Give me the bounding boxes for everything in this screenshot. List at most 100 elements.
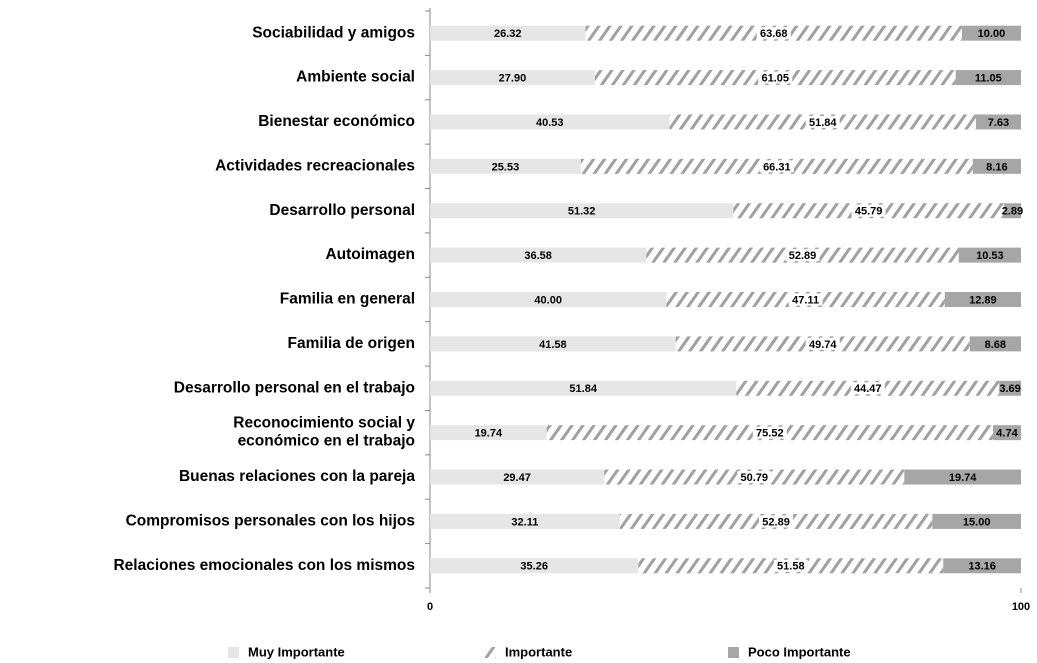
bar-segment bbox=[430, 203, 734, 219]
value-label: 11.05 bbox=[975, 72, 1002, 84]
value-label: 49.74 bbox=[809, 339, 837, 351]
label-background bbox=[788, 293, 823, 306]
value-label: 19.74 bbox=[949, 472, 977, 484]
legend-label: Importante bbox=[505, 644, 572, 659]
category-label: Actividades recreacionales bbox=[215, 157, 415, 174]
value-label: 36.58 bbox=[524, 250, 552, 262]
category-label: Autoimagen bbox=[325, 246, 415, 263]
bar-segment bbox=[430, 25, 586, 41]
value-label: 40.00 bbox=[534, 294, 562, 306]
value-label: 27.90 bbox=[499, 72, 527, 84]
legend-label: Poco Importante bbox=[748, 644, 851, 659]
category-label: Sociabilidad y amigos bbox=[252, 24, 415, 41]
value-label: 19.74 bbox=[475, 428, 503, 440]
value-label: 10.53 bbox=[976, 250, 1004, 262]
label-background bbox=[805, 337, 840, 350]
value-label: 41.58 bbox=[539, 339, 567, 351]
value-label: 51.58 bbox=[777, 561, 805, 573]
x-tick-label: 100 bbox=[1012, 601, 1030, 613]
value-label: 25.53 bbox=[492, 161, 520, 173]
label-background bbox=[773, 559, 808, 572]
value-label: 12.89 bbox=[969, 294, 997, 306]
value-label: 8.68 bbox=[985, 339, 1006, 351]
value-label: 10.00 bbox=[978, 28, 1006, 40]
category-label: Reconocimiento social y económico en el t… bbox=[233, 415, 415, 450]
label-background bbox=[756, 27, 791, 40]
value-label: 51.32 bbox=[568, 206, 596, 218]
category-label: Buenas relaciones con la pareja bbox=[179, 468, 415, 485]
bar-segment bbox=[430, 558, 639, 574]
legend-label: Muy Importante bbox=[248, 644, 345, 659]
label-background bbox=[850, 382, 885, 395]
value-label: 15.00 bbox=[963, 516, 991, 528]
category-label: Desarrollo personal bbox=[269, 202, 415, 219]
value-label: 75.52 bbox=[756, 428, 784, 440]
bar-segment bbox=[969, 336, 1021, 352]
bar-segment bbox=[430, 336, 676, 352]
bar-segment bbox=[961, 25, 1021, 41]
label-background bbox=[851, 204, 886, 217]
label-background bbox=[785, 249, 820, 262]
value-label: 26.32 bbox=[494, 28, 522, 40]
value-label: 2.89 bbox=[1002, 206, 1023, 218]
value-label: 8.16 bbox=[986, 161, 1007, 173]
bar-segment bbox=[904, 469, 1021, 485]
bar-segment bbox=[430, 380, 737, 396]
value-label: 61.05 bbox=[762, 72, 790, 84]
bar-segment bbox=[430, 469, 605, 485]
value-label: 50.79 bbox=[740, 472, 768, 484]
value-label: 29.47 bbox=[503, 472, 531, 484]
bar-segment bbox=[958, 247, 1021, 263]
value-label: 35.26 bbox=[520, 561, 548, 573]
value-label: 3.69 bbox=[999, 383, 1020, 395]
label-background bbox=[737, 471, 772, 484]
label-background bbox=[752, 426, 787, 439]
value-label: 32.11 bbox=[511, 516, 538, 528]
value-label: 7.63 bbox=[988, 117, 1009, 129]
category-label: Familia en general bbox=[280, 291, 415, 308]
value-label: 44.47 bbox=[854, 383, 882, 395]
bar-segment bbox=[430, 247, 647, 263]
x-tick-label: 0 bbox=[427, 601, 433, 613]
bar-segment bbox=[1003, 203, 1021, 219]
value-label: 40.53 bbox=[536, 117, 564, 129]
value-label: 51.84 bbox=[809, 117, 837, 129]
bar-segment bbox=[975, 114, 1021, 130]
bar-segment bbox=[943, 558, 1021, 574]
value-label: 52.89 bbox=[762, 516, 790, 528]
bar-segment bbox=[430, 114, 670, 130]
legend-swatch bbox=[485, 647, 496, 658]
bar-segment bbox=[955, 70, 1021, 86]
value-label: 47.11 bbox=[792, 294, 819, 306]
bar-segment bbox=[430, 292, 667, 307]
bar-segment bbox=[430, 70, 595, 86]
label-background bbox=[759, 515, 794, 528]
label-background bbox=[805, 115, 840, 128]
label-background bbox=[759, 160, 794, 173]
bar-segment bbox=[944, 292, 1021, 307]
value-label: 4.74 bbox=[996, 428, 1018, 440]
category-label: Compromisos personales con los hijos bbox=[126, 513, 415, 530]
label-background bbox=[758, 71, 793, 84]
bar-segment bbox=[430, 158, 581, 174]
value-label: 63.68 bbox=[760, 28, 788, 40]
value-label: 51.84 bbox=[569, 383, 597, 395]
bar-segment bbox=[430, 513, 620, 529]
bar-segment bbox=[972, 158, 1021, 174]
legend-swatch bbox=[228, 647, 239, 658]
legend-swatch bbox=[728, 647, 739, 658]
bar-segment bbox=[999, 380, 1021, 396]
value-label: 66.31 bbox=[763, 161, 791, 173]
bar-segment bbox=[430, 425, 547, 441]
value-label: 52.89 bbox=[789, 250, 817, 262]
bar-segment bbox=[932, 513, 1021, 529]
category-label: Ambiente social bbox=[296, 69, 415, 86]
category-label: Bienestar económico bbox=[258, 113, 415, 130]
bar-segment bbox=[992, 425, 1021, 441]
value-label: 13.16 bbox=[968, 561, 996, 573]
value-label: 45.79 bbox=[855, 206, 883, 218]
category-label: Desarrollo personal en el trabajo bbox=[174, 379, 415, 396]
category-label: Familia de origen bbox=[288, 335, 415, 352]
category-label: Relaciones emocionales con los mismos bbox=[113, 557, 415, 574]
